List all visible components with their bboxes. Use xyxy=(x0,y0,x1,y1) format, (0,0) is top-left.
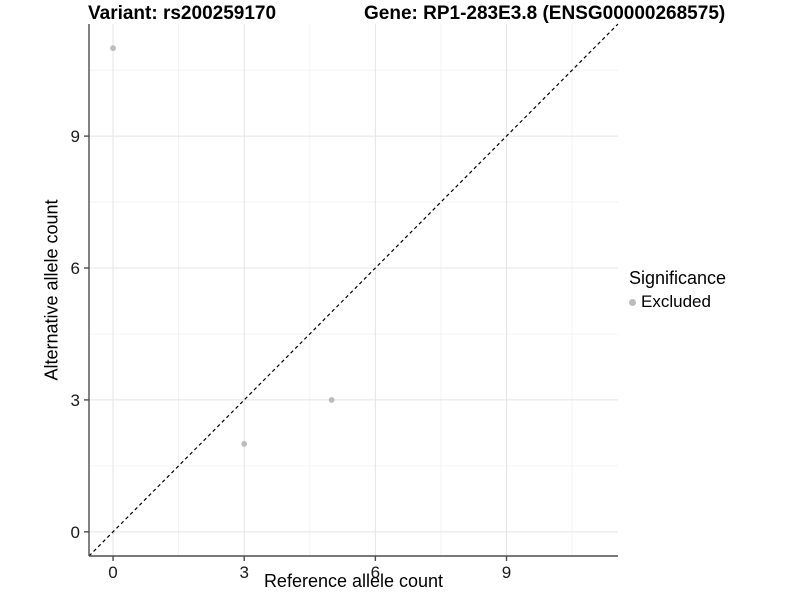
plot-title-variant: Variant: rs200259170 xyxy=(88,3,277,24)
legend-item-excluded: Excluded xyxy=(629,292,726,312)
legend-title: Significance xyxy=(629,268,727,288)
x-tick-label: 9 xyxy=(502,563,511,582)
x-tick-label: 0 xyxy=(108,563,117,582)
x-axis-title: Reference allele count xyxy=(263,571,444,591)
data-point xyxy=(110,45,116,52)
x-tick-label: 6 xyxy=(371,563,380,582)
identity-dashed-line xyxy=(88,23,619,557)
legend-point-icon xyxy=(629,298,636,306)
y-tick-label: 3 xyxy=(71,391,80,410)
y-tick-label: 6 xyxy=(71,259,80,278)
data-point xyxy=(328,397,335,403)
legend-item-label: Excluded xyxy=(641,292,711,311)
plot-title-gene: Gene: RP1-283E3.8 (ENSG00000268575) xyxy=(364,3,726,24)
y-tick-label: 0 xyxy=(71,523,80,542)
x-tick-label: 3 xyxy=(239,563,248,582)
y-axis-title: Alternative allele count xyxy=(41,199,62,381)
legend: Significance Excluded xyxy=(629,268,726,312)
data-point xyxy=(241,440,248,447)
y-tick-label: 9 xyxy=(71,127,80,146)
